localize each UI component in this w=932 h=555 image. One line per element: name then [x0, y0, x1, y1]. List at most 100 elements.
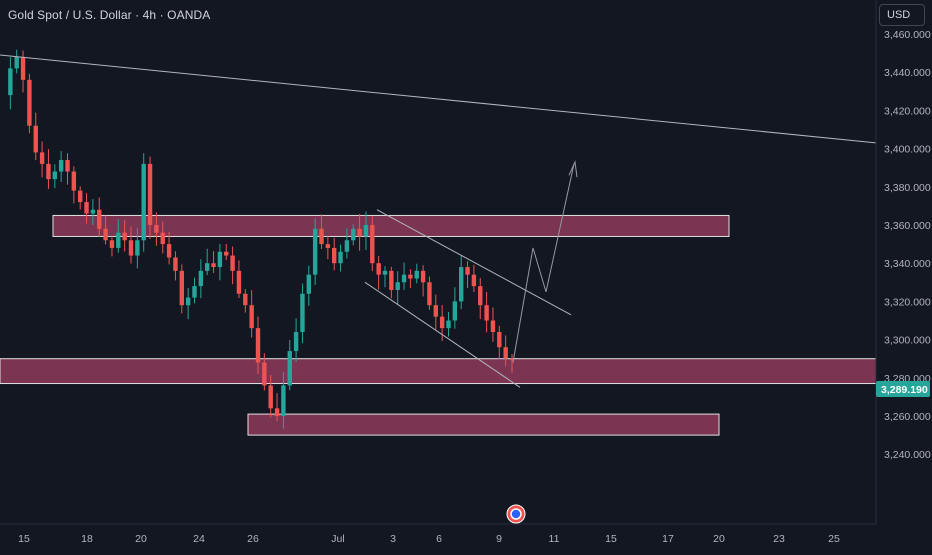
price-tick-label: 3,460.000 — [884, 29, 931, 41]
down-candle-body — [224, 251, 229, 256]
down-candle-body — [274, 408, 280, 416]
currency-button[interactable]: USD — [879, 4, 925, 26]
down-candle-body — [109, 240, 115, 248]
down-candle-body — [503, 347, 508, 359]
down-candle-body — [439, 316, 445, 329]
channel-lower-line — [364, 281, 521, 388]
time-tick-label: 9 — [496, 533, 502, 545]
down-candle-body — [433, 305, 438, 317]
up-candle-body — [14, 56, 19, 69]
down-candle-body — [71, 171, 77, 191]
price-tick-label: 3,440.000 — [884, 67, 931, 79]
down-candle-body — [319, 228, 324, 245]
down-candle-body — [84, 202, 89, 214]
drawings-layer — [0, 54, 877, 388]
down-candle-body — [370, 225, 375, 264]
down-candle-body — [154, 225, 159, 233]
projection-path — [512, 163, 575, 363]
down-candle-body — [147, 163, 153, 225]
up-candle-body — [141, 163, 146, 241]
time-tick-label: 15 — [18, 533, 30, 545]
down-candle-body — [262, 362, 267, 386]
price-tick-label: 3,360.000 — [884, 220, 931, 232]
up-candle-body — [351, 228, 356, 241]
up-candle-body — [58, 160, 64, 172]
price-tick-label: 3,320.000 — [884, 296, 931, 308]
up-candle-body — [192, 286, 197, 298]
down-candle-body — [230, 255, 235, 271]
price-tick-label: 3,340.000 — [884, 258, 931, 270]
down-candle-body — [478, 286, 483, 306]
down-candle-body — [20, 56, 26, 80]
down-candle-body — [78, 190, 83, 203]
time-tick-label: 18 — [81, 533, 93, 545]
time-tick-label: 26 — [247, 533, 259, 545]
up-candle-body — [8, 68, 13, 96]
zone-rect — [0, 358, 877, 385]
up-candle-body — [306, 274, 311, 294]
down-candle-body — [160, 232, 165, 245]
time-tick-label: Jul — [331, 533, 344, 545]
earnings-event-icon[interactable] — [506, 504, 526, 524]
down-candle-body — [236, 270, 242, 294]
current-price-label: 3,289.190 — [881, 384, 928, 396]
down-candle-body — [27, 79, 32, 126]
up-candle-body — [459, 267, 464, 302]
up-candle-body — [363, 225, 369, 237]
up-candle-body — [446, 320, 451, 329]
time-tick-label: 3 — [390, 533, 396, 545]
down-candle-body — [325, 244, 331, 248]
up-candle-body — [414, 270, 419, 279]
up-candle-body — [401, 274, 407, 283]
price-axis[interactable]: 3,460.000 3,440.000 3,420.000 3,400.000 3,38… — [884, 29, 931, 461]
down-candle-body — [128, 240, 134, 256]
time-axis[interactable]: 15 18 20 24 26 Jul 3 6 9 11 15 17 20 23 25 — [18, 533, 840, 545]
current-price-badge-bg — [876, 381, 930, 397]
down-candle-body — [211, 263, 216, 268]
price-tick-label: 3,240.000 — [884, 449, 931, 461]
time-tick-label: 6 — [436, 533, 442, 545]
down-candle-body — [243, 293, 248, 306]
up-candle-body — [90, 209, 96, 214]
price-tick-label: 3,400.000 — [884, 144, 931, 156]
up-candle-body — [217, 251, 223, 268]
up-candle-body — [205, 263, 210, 271]
down-candle-body — [39, 152, 45, 164]
zones-layer — [0, 214, 877, 436]
up-candle-body — [287, 351, 292, 386]
down-candle-body — [471, 274, 477, 287]
symbol-title[interactable]: Gold Spot / U.S. Dollar · 4h · OANDA — [8, 8, 211, 22]
long-term-trendline — [0, 54, 877, 144]
down-candle-body — [465, 267, 470, 275]
down-candle-body — [179, 270, 184, 306]
time-tick-label: 23 — [773, 533, 785, 545]
time-tick-label: 24 — [193, 533, 205, 545]
price-tick-label: 3,380.000 — [884, 182, 931, 194]
down-candle-body — [408, 274, 413, 279]
up-candle-body — [135, 240, 140, 256]
time-tick-label: 15 — [605, 533, 617, 545]
down-candle-body — [249, 305, 254, 329]
up-candle-body — [382, 270, 388, 275]
time-tick-label: 11 — [549, 533, 560, 545]
down-candle-body — [427, 282, 432, 306]
up-candle-body — [281, 385, 286, 416]
channel-upper-line — [376, 209, 572, 316]
down-candle-body — [255, 328, 261, 363]
down-candle-body — [376, 263, 381, 275]
time-tick-label: 25 — [828, 533, 840, 545]
down-candle-body — [268, 385, 273, 409]
up-candle-body — [52, 171, 57, 180]
arrow-head-icon — [568, 160, 578, 178]
flag-icon — [510, 508, 522, 520]
price-tick-label: 3,420.000 — [884, 105, 931, 117]
up-candle-body — [338, 251, 343, 264]
down-candle-body — [166, 244, 172, 258]
down-candle-body — [97, 209, 102, 229]
up-candle-body — [452, 301, 458, 321]
up-candle-body — [198, 270, 204, 287]
time-tick-label: 20 — [713, 533, 725, 545]
time-tick-label: 17 — [662, 533, 674, 545]
